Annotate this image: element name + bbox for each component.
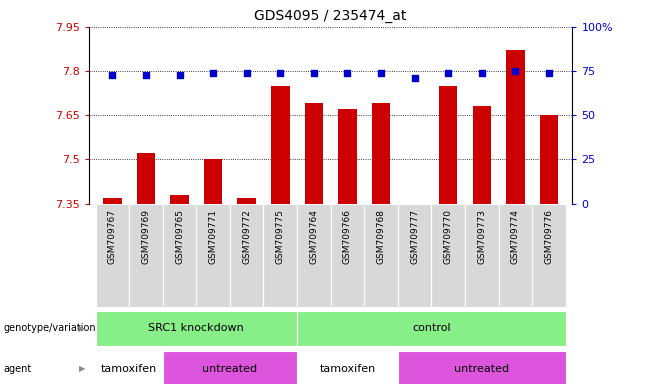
Text: tamoxifen: tamoxifen bbox=[101, 364, 157, 374]
Bar bbox=[372, 103, 390, 204]
Bar bbox=[230, 204, 263, 307]
Bar bbox=[297, 204, 331, 307]
Bar bbox=[95, 204, 129, 307]
Text: ▶: ▶ bbox=[79, 364, 86, 373]
Point bbox=[510, 68, 520, 74]
Bar bbox=[196, 204, 230, 307]
Text: GSM709777: GSM709777 bbox=[410, 209, 419, 264]
Text: GSM709766: GSM709766 bbox=[343, 209, 352, 264]
Bar bbox=[163, 351, 297, 384]
Bar bbox=[129, 204, 163, 307]
Text: GSM709765: GSM709765 bbox=[175, 209, 184, 264]
Point bbox=[376, 70, 386, 76]
Text: genotype/variation: genotype/variation bbox=[3, 323, 96, 333]
Text: GSM709768: GSM709768 bbox=[376, 209, 386, 264]
Bar bbox=[103, 198, 122, 204]
Bar bbox=[532, 204, 566, 307]
Point bbox=[342, 70, 353, 76]
Text: GSM709775: GSM709775 bbox=[276, 209, 285, 264]
Point bbox=[443, 70, 453, 76]
Bar bbox=[499, 204, 532, 307]
Point bbox=[174, 71, 185, 78]
Point bbox=[208, 70, 218, 76]
Bar bbox=[540, 115, 558, 204]
Bar bbox=[338, 109, 357, 204]
Text: GSM709773: GSM709773 bbox=[477, 209, 486, 264]
Point bbox=[241, 70, 252, 76]
Bar bbox=[95, 311, 297, 346]
Point bbox=[107, 71, 118, 78]
Bar bbox=[170, 195, 189, 204]
Text: GSM709771: GSM709771 bbox=[209, 209, 218, 264]
Bar bbox=[137, 154, 155, 204]
Text: GSM709764: GSM709764 bbox=[309, 209, 318, 263]
Bar bbox=[204, 159, 222, 204]
Text: GSM709772: GSM709772 bbox=[242, 209, 251, 263]
Bar bbox=[305, 103, 323, 204]
Text: GSM709774: GSM709774 bbox=[511, 209, 520, 263]
Point bbox=[409, 75, 420, 81]
Point bbox=[476, 70, 487, 76]
Bar bbox=[330, 204, 365, 307]
Text: untreated: untreated bbox=[454, 364, 509, 374]
Text: GSM709776: GSM709776 bbox=[544, 209, 553, 264]
Title: GDS4095 / 235474_at: GDS4095 / 235474_at bbox=[255, 9, 407, 23]
Bar bbox=[297, 351, 398, 384]
Bar bbox=[439, 86, 457, 204]
Point bbox=[141, 71, 151, 78]
Bar bbox=[297, 311, 566, 346]
Text: ▶: ▶ bbox=[79, 324, 86, 333]
Bar bbox=[432, 204, 465, 307]
Text: agent: agent bbox=[3, 364, 32, 374]
Text: tamoxifen: tamoxifen bbox=[319, 364, 376, 374]
Bar bbox=[465, 204, 499, 307]
Bar bbox=[472, 106, 491, 204]
Bar bbox=[398, 204, 432, 307]
Text: GSM709767: GSM709767 bbox=[108, 209, 117, 264]
Bar bbox=[271, 86, 290, 204]
Text: GSM709769: GSM709769 bbox=[141, 209, 151, 264]
Point bbox=[544, 70, 554, 76]
Text: SRC1 knockdown: SRC1 knockdown bbox=[149, 323, 244, 333]
Bar bbox=[506, 50, 524, 204]
Bar bbox=[398, 351, 566, 384]
Point bbox=[309, 70, 319, 76]
Text: untreated: untreated bbox=[202, 364, 257, 374]
Bar bbox=[95, 351, 163, 384]
Bar bbox=[263, 204, 297, 307]
Bar bbox=[163, 204, 196, 307]
Text: control: control bbox=[412, 323, 451, 333]
Bar bbox=[365, 204, 398, 307]
Text: GSM709770: GSM709770 bbox=[443, 209, 453, 264]
Point bbox=[275, 70, 286, 76]
Bar bbox=[238, 198, 256, 204]
